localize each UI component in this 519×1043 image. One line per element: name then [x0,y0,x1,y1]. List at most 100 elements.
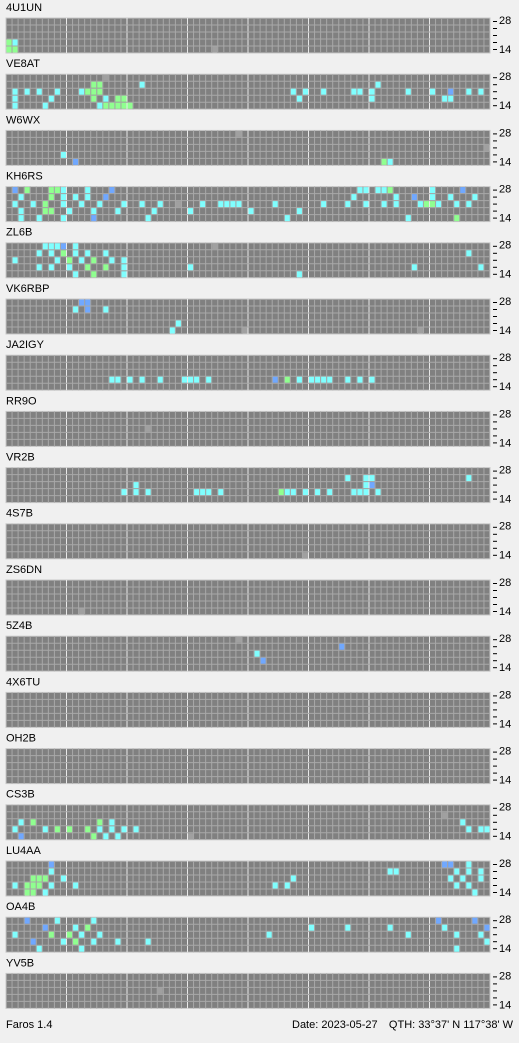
spot [423,201,429,208]
spot [357,88,363,95]
spot [103,306,109,313]
spot [302,88,308,95]
band-label: 28 [499,521,511,533]
spot [478,88,484,95]
spot [97,826,103,833]
spot [103,250,109,257]
app-name: Faros 1.4 [6,1019,52,1031]
band-label: 28 [499,577,511,589]
spot [369,475,375,482]
spot [97,201,103,208]
band-label: 14 [499,718,511,730]
spot [54,88,60,95]
spot [272,376,278,383]
spot [91,215,97,222]
spot [454,868,460,875]
spot [478,875,484,882]
spot [73,882,79,889]
spot [393,868,399,875]
spot [97,931,103,938]
spot [79,201,85,208]
spot [133,489,139,496]
spot [97,819,103,826]
spot [48,868,54,875]
spot [103,194,109,201]
spot [48,861,54,868]
spot [460,187,466,194]
spot [194,489,200,496]
spot [12,882,18,889]
station-name: 5Z4B [6,620,32,632]
spot [91,208,97,215]
station-name: RR9O [6,395,37,407]
spot [85,306,91,313]
spot [436,917,442,924]
spot [67,208,73,215]
spot [79,88,85,95]
spot [133,482,139,489]
band-label: 14 [499,213,511,225]
spot [48,882,54,889]
band-label: 28 [499,914,511,926]
band-label: 28 [499,352,511,364]
spot [85,250,91,257]
spot [67,264,73,271]
spot [369,88,375,95]
spot [345,924,351,931]
spot [67,826,73,833]
spot [169,327,175,334]
spot [60,250,66,257]
spot [139,376,145,383]
spot [42,875,48,882]
band-label: 28 [499,746,511,758]
spot [484,924,490,931]
spot [157,201,163,208]
band-label: 28 [499,408,511,420]
station-name: ZL6B [6,227,32,239]
spot [91,88,97,95]
spot [103,264,109,271]
spot [357,489,363,496]
spot [115,376,121,383]
spot [67,257,73,264]
spot [30,882,36,889]
spot [206,376,212,383]
spot [363,187,369,194]
spot [91,257,97,264]
station-name: KH6RS [6,171,43,183]
spot [157,987,163,994]
spot [472,194,478,201]
spot [73,306,79,313]
spot [85,187,91,194]
spot [236,130,242,137]
spot [212,46,218,53]
spot [242,327,248,334]
band-label: 14 [499,775,511,787]
spot [254,650,260,657]
spot [339,643,345,650]
spot [369,95,375,102]
spot [454,882,460,889]
spot [290,88,296,95]
spot [387,868,393,875]
spot [302,552,308,559]
spot [417,201,423,208]
spot [478,264,484,271]
band-label: 28 [499,71,511,83]
spot [73,243,79,250]
spot [36,88,42,95]
spot [442,95,448,102]
spot [6,39,12,46]
band-label: 14 [499,662,511,674]
spot [48,931,54,938]
spot [466,475,472,482]
band-label: 14 [499,999,511,1011]
spot [103,102,109,109]
station-name: 4X6TU [6,676,40,688]
spot [272,201,278,208]
spot [284,215,290,222]
spot [36,264,42,271]
spot [12,187,18,194]
spot [375,187,381,194]
